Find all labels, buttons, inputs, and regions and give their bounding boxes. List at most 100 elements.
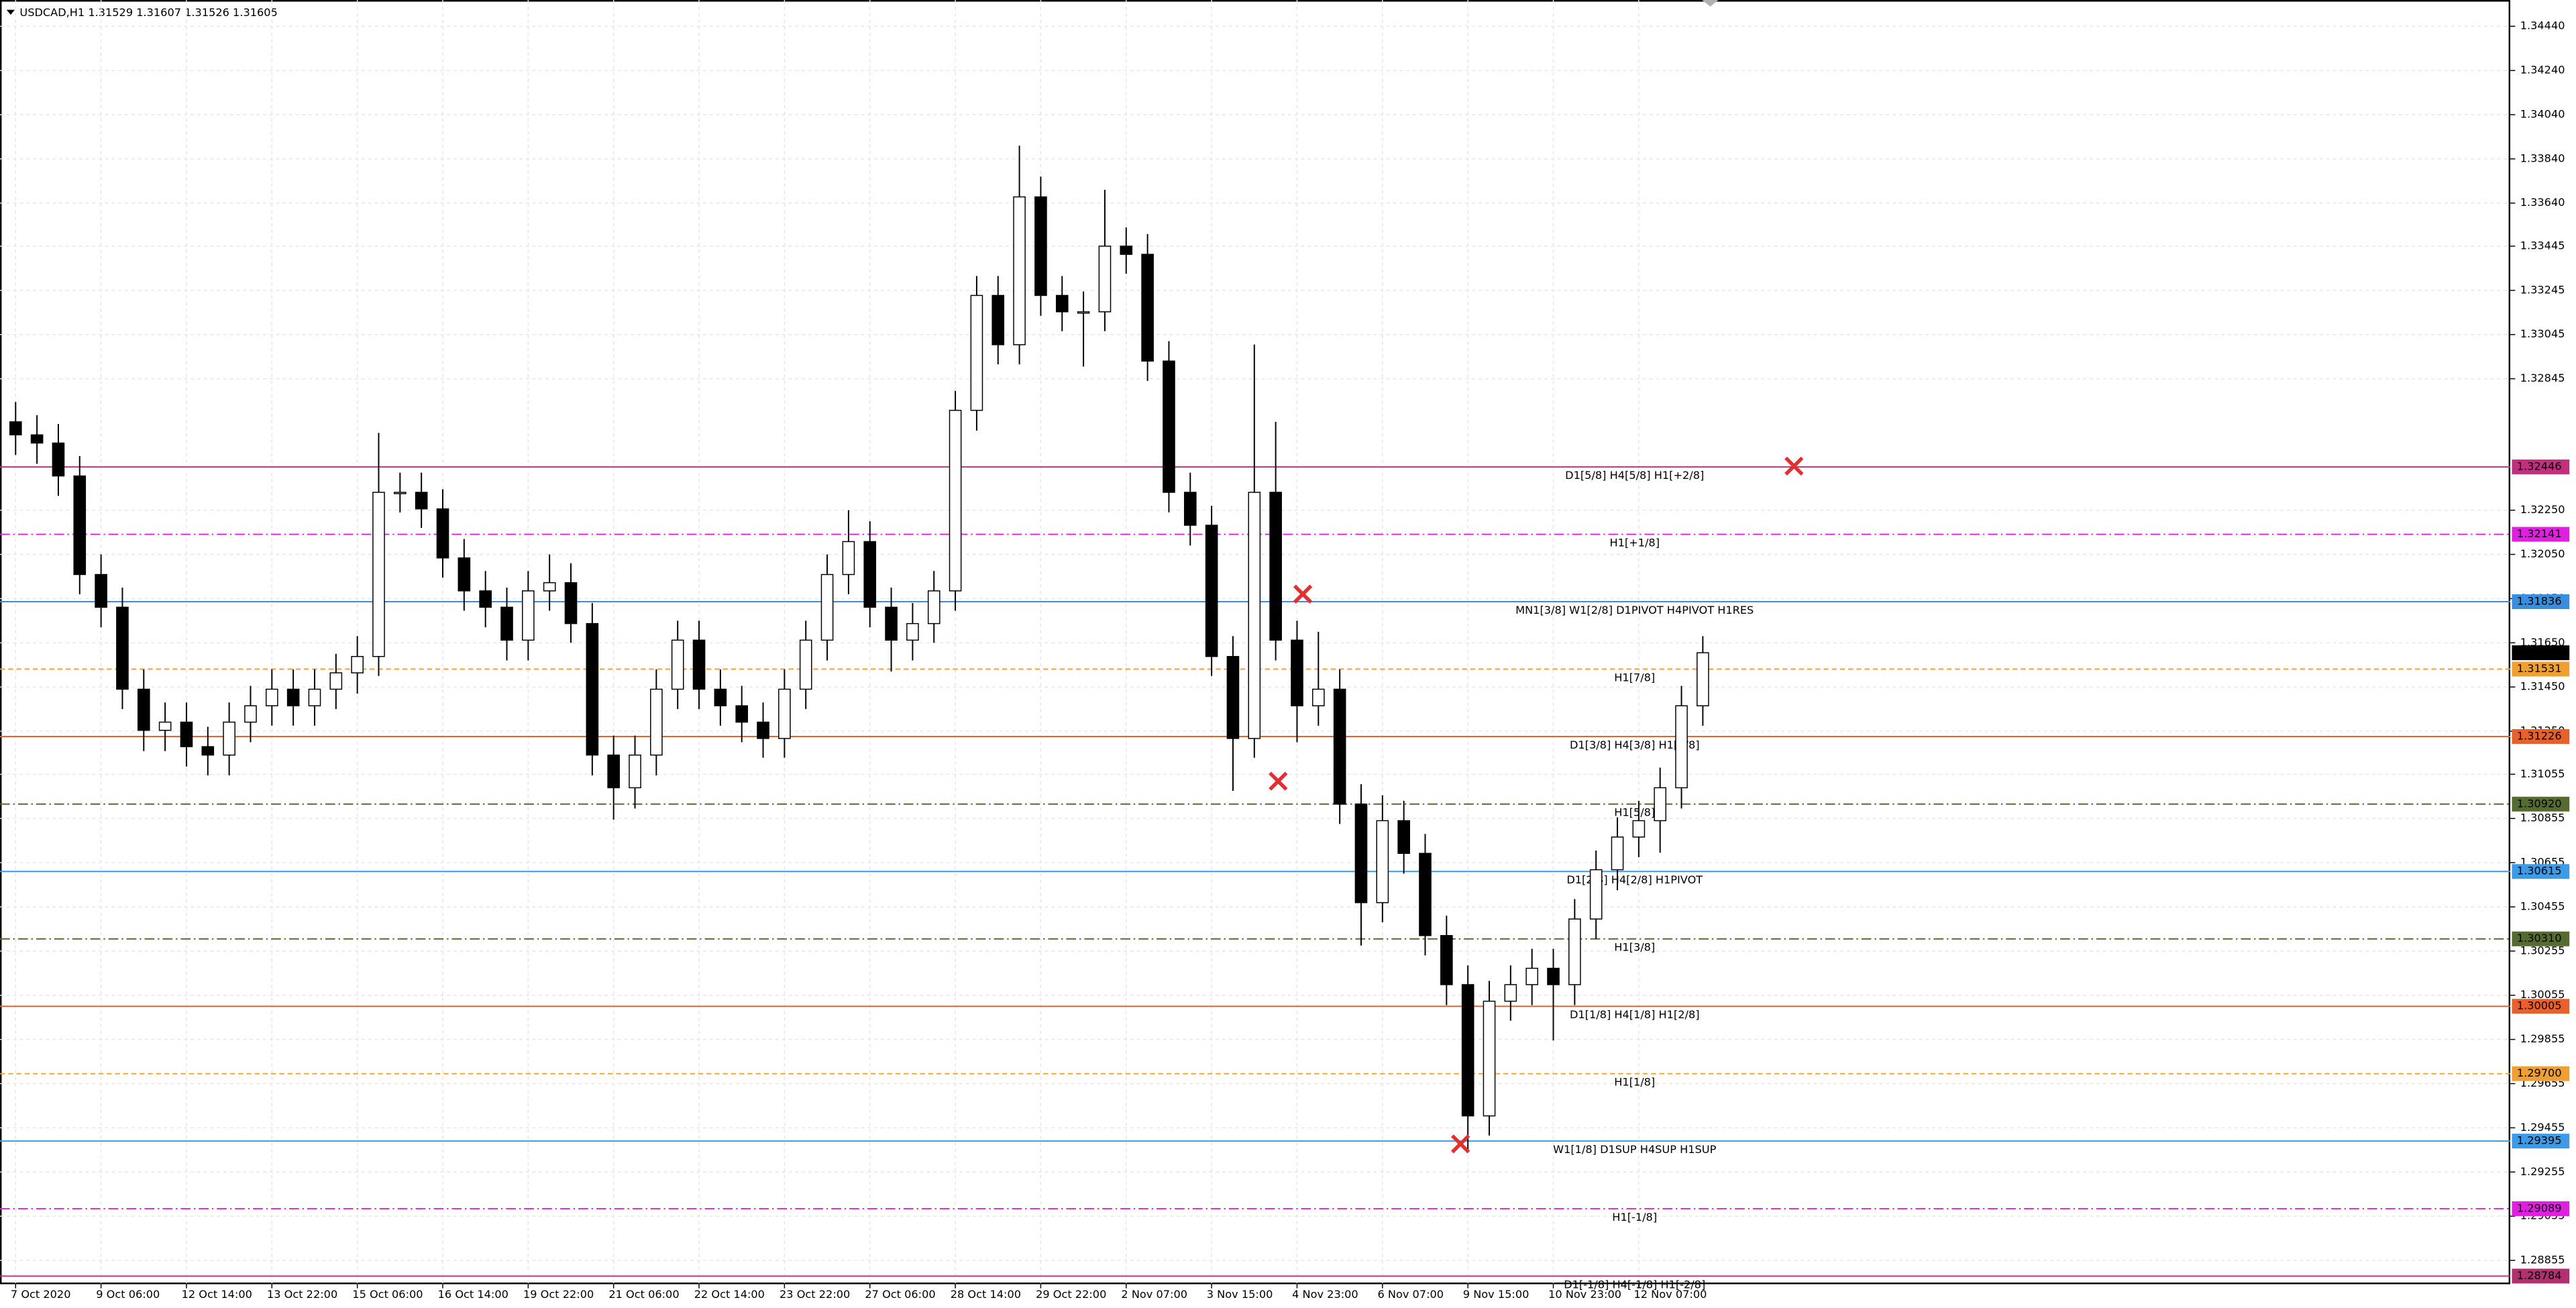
x-tick-label: 12 Oct 14:00 xyxy=(182,1288,252,1301)
level-label: H1[-1/8] xyxy=(1612,1211,1657,1223)
price-box xyxy=(2512,864,2570,879)
level-label: H1[5/8] xyxy=(1614,806,1655,819)
y-tick-label: 1.33245 xyxy=(2520,283,2565,296)
candle-body xyxy=(927,590,941,624)
candle-body xyxy=(1141,254,1154,362)
y-tick-label: 1.33640 xyxy=(2520,196,2565,209)
menu-triangle[interactable] xyxy=(6,9,15,15)
x-tick-label: 9 Oct 06:00 xyxy=(96,1288,160,1301)
candle-body xyxy=(757,721,769,739)
x-tick-label: 9 Nov 15:00 xyxy=(1463,1288,1529,1301)
candle-body xyxy=(286,688,300,706)
candle-body xyxy=(244,705,257,723)
candle-body xyxy=(1034,196,1047,296)
level-label: W1[1/8] D1SUP H4SUP H1SUP xyxy=(1553,1143,1716,1156)
candle-body xyxy=(991,294,1005,345)
x-tick-label: 22 Oct 14:00 xyxy=(694,1288,765,1301)
candle-body xyxy=(586,622,599,756)
candle-body xyxy=(9,421,22,436)
candle-body xyxy=(820,574,834,641)
candle-body xyxy=(522,590,535,641)
price-box-label: 1.29395 xyxy=(2517,1134,2562,1147)
candle-body xyxy=(1397,820,1410,854)
candle-body xyxy=(564,582,578,624)
candle-body xyxy=(885,606,898,641)
candle-body xyxy=(1248,492,1261,739)
y-tick-label: 1.28855 xyxy=(2520,1254,2565,1266)
candle-body xyxy=(223,721,235,756)
price-box-label: 1.28784 xyxy=(2517,1269,2562,1282)
price-box xyxy=(2512,1066,2570,1081)
candle-body xyxy=(671,639,684,690)
price-box xyxy=(2512,1201,2570,1216)
candle-body xyxy=(137,688,150,731)
shift-marker[interactable] xyxy=(1702,0,1719,7)
candle-body xyxy=(73,475,87,576)
x-tick-label: 16 Oct 14:00 xyxy=(438,1288,508,1301)
candle-body xyxy=(949,410,962,592)
candle-body xyxy=(1226,655,1240,739)
x-tick-label: 29 Oct 22:00 xyxy=(1036,1288,1106,1301)
y-tick-label: 1.31055 xyxy=(2520,767,2565,780)
y-tick-label: 1.30455 xyxy=(2520,900,2565,912)
candle-body xyxy=(1675,705,1688,789)
y-tick-label: 1.34240 xyxy=(2520,64,2565,76)
candle-body xyxy=(201,746,215,756)
y-tick-label: 1.29255 xyxy=(2520,1165,2565,1178)
price-box-label: 1.30310 xyxy=(2517,932,2562,944)
price-box xyxy=(2512,594,2570,610)
candle-body xyxy=(1163,360,1175,493)
candle-body xyxy=(1632,820,1646,838)
object-marks xyxy=(1269,456,1804,1154)
candle-body xyxy=(415,492,428,510)
price-box-label: 1.30920 xyxy=(2517,797,2562,810)
price-box xyxy=(2512,728,2570,744)
candle-body xyxy=(116,606,129,690)
candle-body xyxy=(1697,652,1709,706)
y-tick-label: 1.29455 xyxy=(2520,1121,2565,1134)
price-box xyxy=(2512,1268,2570,1284)
y-tick-label: 1.31450 xyxy=(2520,680,2565,693)
price-box xyxy=(2512,999,2570,1014)
candle-body xyxy=(372,492,385,657)
cross-mark[interactable] xyxy=(1269,771,1288,791)
candle-body xyxy=(1291,639,1303,706)
x-tick-label: 12 Nov 07:00 xyxy=(1634,1288,1707,1301)
x-tick-label: 6 Nov 07:00 xyxy=(1377,1288,1444,1301)
x-tick-label: 21 Oct 06:00 xyxy=(608,1288,679,1301)
candle-body xyxy=(1120,246,1133,255)
candle-body xyxy=(95,574,107,608)
candle-body xyxy=(30,434,44,444)
candle-body xyxy=(436,508,449,559)
chart-title: USDCAD,H1 1.31529 1.31607 1.31526 1.3160… xyxy=(19,6,277,19)
cross-mark[interactable] xyxy=(1450,1134,1470,1154)
price-box-label: 1.29700 xyxy=(2517,1067,2562,1079)
candle-body xyxy=(1440,935,1453,985)
x-tick-label: 4 Nov 23:00 xyxy=(1292,1288,1358,1301)
candle-body xyxy=(714,688,727,706)
candle-body xyxy=(1461,984,1474,1117)
price-box-label: 1.32446 xyxy=(2517,460,2562,473)
candle-body xyxy=(500,606,513,641)
y-tick-label: 1.29855 xyxy=(2520,1032,2565,1045)
level-label: D1[3/8] H4[3/8] H1[6/8] xyxy=(1570,739,1700,751)
price-box-label: 1.31531 xyxy=(2517,662,2562,675)
cross-mark[interactable] xyxy=(1293,584,1313,604)
level-label: MN1[3/8] W1[2/8] D1PIVOT H4PIVOT H1RES xyxy=(1515,604,1754,616)
candle-body xyxy=(842,541,855,576)
cross-mark[interactable] xyxy=(1784,456,1804,476)
candle-body xyxy=(1055,294,1069,313)
candle-body xyxy=(629,754,641,789)
price-box-label: 1.31226 xyxy=(2517,729,2562,742)
candle-body xyxy=(1013,196,1026,345)
x-tick-label: 10 Nov 23:00 xyxy=(1548,1288,1621,1301)
candle-body xyxy=(308,688,321,706)
candle-body xyxy=(1312,688,1325,706)
price-box-label: 1.31836 xyxy=(2517,595,2562,608)
candle-body xyxy=(607,754,621,789)
candle-body xyxy=(799,639,812,690)
candle-body xyxy=(1269,492,1282,641)
candle-body xyxy=(1654,787,1666,822)
candle-body xyxy=(1333,688,1346,805)
